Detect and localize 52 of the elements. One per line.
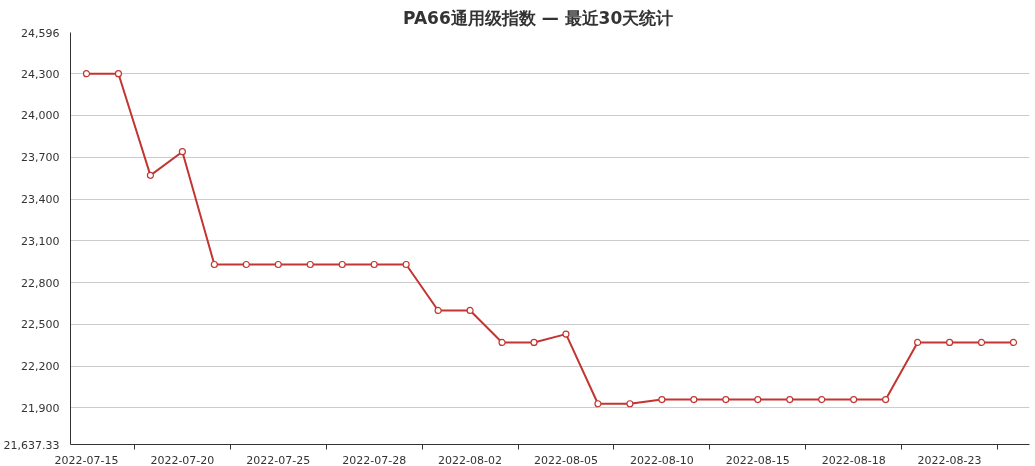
point bbox=[434, 306, 442, 315]
point bbox=[210, 260, 218, 269]
point bbox=[722, 395, 730, 404]
x-tick-label: 2022-08-05 bbox=[534, 453, 598, 466]
point bbox=[338, 260, 346, 269]
point bbox=[626, 400, 634, 408]
point bbox=[402, 260, 410, 269]
point bbox=[178, 148, 186, 156]
point bbox=[882, 395, 890, 404]
point bbox=[466, 306, 474, 315]
point bbox=[594, 400, 602, 408]
point bbox=[306, 260, 314, 269]
y-tick-label: 21,900 bbox=[21, 401, 60, 415]
x-tick-label: 2022-08-10 bbox=[629, 453, 694, 466]
point bbox=[530, 338, 538, 347]
point bbox=[754, 395, 762, 404]
point bbox=[498, 338, 506, 347]
y-tick-label: 24,596 bbox=[21, 26, 60, 40]
point bbox=[977, 338, 986, 347]
point bbox=[146, 171, 155, 179]
point bbox=[786, 395, 794, 404]
point bbox=[1009, 338, 1018, 347]
point bbox=[82, 70, 91, 78]
y-tick-label: 21,637.33 bbox=[3, 438, 60, 452]
y-tick-label: 23,400 bbox=[21, 193, 60, 207]
point bbox=[818, 395, 826, 404]
point bbox=[658, 395, 666, 404]
x-tick-label: 2022-08-02 bbox=[438, 453, 503, 466]
x-tick-label: 2022-08-18 bbox=[821, 453, 886, 466]
x-tick-label: 2022-07-25 bbox=[246, 453, 311, 466]
y-tick-label: 24,000 bbox=[21, 109, 60, 123]
y-tick-label: 23,700 bbox=[21, 151, 60, 165]
point bbox=[945, 338, 954, 347]
point bbox=[562, 330, 570, 338]
y-tick-label: 23,100 bbox=[21, 234, 60, 248]
point bbox=[274, 260, 282, 269]
x-tick-label: 2022-07-28 bbox=[342, 453, 407, 466]
point bbox=[850, 395, 858, 404]
x-tick-label: 2022-07-20 bbox=[150, 453, 215, 466]
x-tick-label: 2022-08-15 bbox=[725, 453, 790, 466]
y-tick-label: 24,300 bbox=[21, 67, 60, 81]
y-tick-label: 22,200 bbox=[21, 360, 60, 374]
x-tick-label: 2022-08-23 bbox=[917, 453, 982, 466]
point bbox=[370, 260, 378, 269]
point bbox=[242, 260, 250, 269]
y-tick-label: 22,800 bbox=[21, 276, 60, 290]
point bbox=[914, 338, 922, 347]
y-tick-label: 22,500 bbox=[21, 318, 60, 332]
point bbox=[114, 70, 123, 78]
chart-title: PA66通用级指数 — 最近30天统计 bbox=[403, 7, 674, 28]
point bbox=[690, 395, 698, 404]
x-tick-label: 2022-07-15 bbox=[54, 453, 119, 466]
